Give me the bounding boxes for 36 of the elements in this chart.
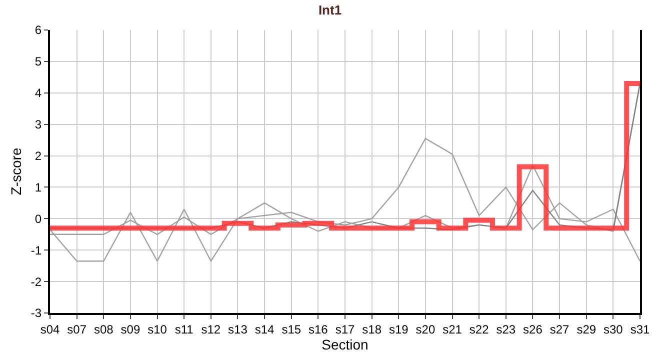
x-tick-label: s29 — [576, 322, 596, 336]
y-tick-label: 4 — [34, 86, 42, 100]
x-axis-title: Section — [322, 336, 368, 352]
x-tick-label: s18 — [362, 322, 382, 336]
y-tick-label: 3 — [34, 118, 42, 132]
y-tick-label: 1 — [34, 180, 42, 194]
x-tick-label: s19 — [388, 322, 409, 336]
x-tick-label: s22 — [469, 322, 490, 336]
x-tick-label: s15 — [282, 322, 302, 336]
x-tick-label: s08 — [94, 322, 114, 336]
x-tick-label: s20 — [416, 322, 436, 336]
y-tick-label: -1 — [30, 243, 42, 258]
x-tick-label: s16 — [308, 322, 328, 336]
x-tick-label: s07 — [67, 322, 87, 336]
y-tick-label: -3 — [30, 306, 42, 320]
x-tick-label: s21 — [442, 322, 462, 336]
y-tick-label: 2 — [34, 148, 42, 163]
x-tick-label: s27 — [550, 322, 570, 336]
x-tick-label: s31 — [630, 322, 650, 336]
y-tick-label: -2 — [30, 274, 42, 289]
y-axis-title: Z-score — [8, 148, 24, 196]
x-tick-label: s30 — [604, 322, 624, 336]
x-tick-label: s12 — [201, 322, 221, 336]
x-tick-label: s10 — [148, 322, 168, 336]
x-tick-label: s09 — [120, 322, 140, 336]
x-tick-label: s17 — [335, 322, 355, 336]
y-tick-label: 6 — [34, 23, 42, 38]
x-tick-label: s26 — [523, 322, 543, 336]
x-tick-label: s11 — [174, 322, 194, 336]
x-tick-label: s04 — [40, 322, 60, 336]
x-tick-label: s13 — [228, 322, 248, 336]
x-tick-label: s23 — [496, 322, 516, 336]
chart-title: Int1 — [318, 2, 342, 18]
x-tick-label: s14 — [254, 322, 275, 336]
y-tick-label: 0 — [34, 212, 42, 226]
y-tick-label: 5 — [34, 54, 42, 69]
